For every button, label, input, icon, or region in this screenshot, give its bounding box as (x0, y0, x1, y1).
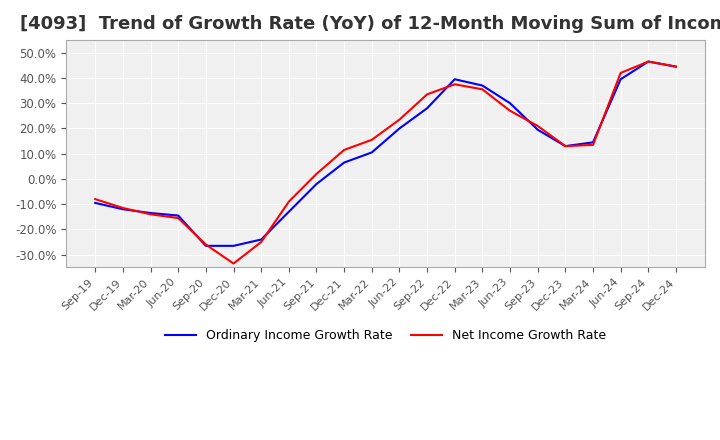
Ordinary Income Growth Rate (174, 213, 183, 218)
Ordinary Income Growth Rate (478, 83, 487, 88)
Ordinary Income Growth Rate (395, 126, 404, 131)
Net Income Growth Rate (284, 199, 293, 204)
Net Income Growth Rate (423, 92, 431, 97)
Net Income Growth Rate (146, 212, 155, 217)
Net Income Growth Rate (257, 239, 266, 245)
Title: [4093]  Trend of Growth Rate (YoY) of 12-Month Moving Sum of Incomes: [4093] Trend of Growth Rate (YoY) of 12-… (20, 15, 720, 33)
Net Income Growth Rate (340, 147, 348, 153)
Line: Ordinary Income Growth Rate: Ordinary Income Growth Rate (95, 62, 676, 246)
Net Income Growth Rate (672, 64, 680, 69)
Net Income Growth Rate (119, 205, 127, 211)
Line: Net Income Growth Rate: Net Income Growth Rate (95, 62, 676, 264)
Ordinary Income Growth Rate (340, 160, 348, 165)
Net Income Growth Rate (174, 216, 183, 221)
Net Income Growth Rate (561, 143, 570, 149)
Ordinary Income Growth Rate (146, 210, 155, 216)
Ordinary Income Growth Rate (202, 243, 210, 249)
Net Income Growth Rate (589, 142, 598, 147)
Legend: Ordinary Income Growth Rate, Net Income Growth Rate: Ordinary Income Growth Rate, Net Income … (160, 324, 611, 348)
Net Income Growth Rate (616, 70, 625, 76)
Net Income Growth Rate (451, 82, 459, 87)
Ordinary Income Growth Rate (505, 101, 514, 106)
Net Income Growth Rate (312, 171, 321, 176)
Ordinary Income Growth Rate (312, 181, 321, 187)
Ordinary Income Growth Rate (672, 64, 680, 69)
Ordinary Income Growth Rate (561, 143, 570, 149)
Net Income Growth Rate (505, 108, 514, 114)
Net Income Growth Rate (229, 261, 238, 266)
Ordinary Income Growth Rate (616, 77, 625, 82)
Ordinary Income Growth Rate (257, 237, 266, 242)
Net Income Growth Rate (644, 59, 652, 64)
Net Income Growth Rate (478, 87, 487, 92)
Net Income Growth Rate (534, 123, 542, 128)
Ordinary Income Growth Rate (284, 209, 293, 214)
Ordinary Income Growth Rate (119, 207, 127, 212)
Net Income Growth Rate (367, 137, 376, 143)
Net Income Growth Rate (395, 117, 404, 122)
Ordinary Income Growth Rate (229, 243, 238, 249)
Ordinary Income Growth Rate (367, 150, 376, 155)
Net Income Growth Rate (202, 242, 210, 247)
Ordinary Income Growth Rate (451, 77, 459, 82)
Ordinary Income Growth Rate (644, 59, 652, 64)
Ordinary Income Growth Rate (91, 200, 99, 205)
Ordinary Income Growth Rate (589, 140, 598, 145)
Ordinary Income Growth Rate (423, 106, 431, 111)
Net Income Growth Rate (91, 197, 99, 202)
Ordinary Income Growth Rate (534, 127, 542, 132)
